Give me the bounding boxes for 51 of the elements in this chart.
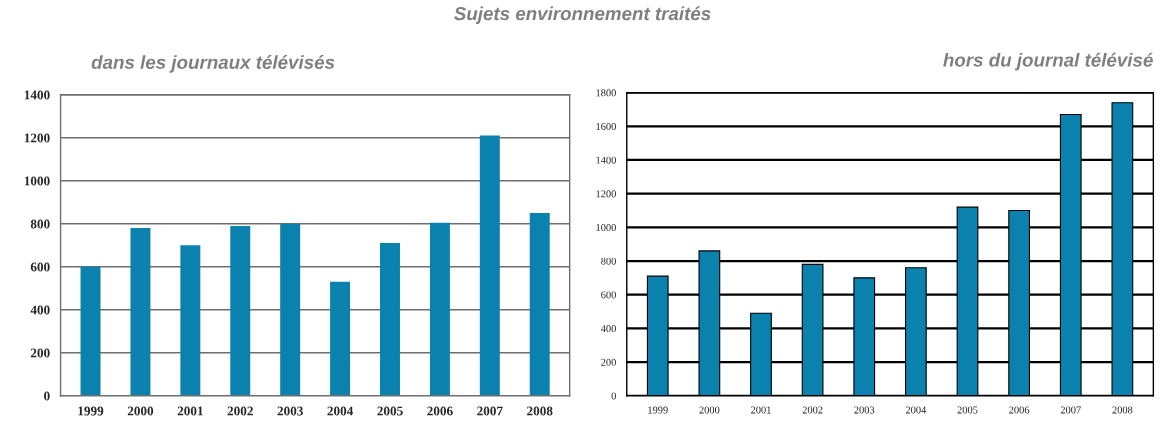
chart-title: Sujets environnement traités — [454, 6, 711, 24]
y-tick-label: 0 — [44, 391, 50, 401]
x-tick-label: 2001 — [177, 406, 203, 416]
chart-subtitle: hors du journal télévisé — [943, 52, 1153, 71]
bar — [80, 266, 101, 396]
bar — [130, 228, 151, 396]
x-tick-label: 2000 — [127, 406, 154, 416]
bar — [529, 212, 550, 396]
y-tick-label: 200 — [601, 358, 616, 366]
y-tick-label: 1800 — [596, 89, 616, 97]
x-tick-label: 2003 — [277, 406, 303, 416]
x-tick-label: 2005 — [957, 406, 978, 414]
y-tick-label: 600 — [30, 262, 50, 272]
x-tick-label: 2006 — [1009, 406, 1030, 414]
bar — [180, 245, 201, 396]
y-tick-label: 1200 — [596, 190, 616, 198]
chart-subtitle: dans les journaux télévisés — [91, 55, 335, 73]
x-tick-label: 2003 — [854, 406, 875, 414]
x-tick-label: 2007 — [1060, 406, 1081, 414]
x-tick-label: 2001 — [751, 406, 771, 414]
bar — [479, 135, 500, 396]
bar — [330, 281, 351, 396]
x-tick-label: 2000 — [699, 406, 720, 414]
y-tick-label: 1400 — [24, 90, 50, 100]
bar — [380, 243, 400, 396]
bar — [280, 223, 301, 396]
x-tick-label: 1999 — [78, 406, 104, 416]
bar — [429, 222, 450, 396]
x-tick-label: 2005 — [377, 406, 403, 416]
y-tick-label: 800 — [30, 219, 50, 229]
y-tick-label: 1600 — [596, 122, 616, 131]
bar — [230, 225, 251, 396]
x-tick-label: 2008 — [1112, 406, 1133, 414]
y-tick-label: 800 — [601, 257, 616, 265]
y-tick-label: 1400 — [596, 156, 616, 164]
x-tick-label: 2004 — [327, 406, 354, 416]
y-tick-label: 0 — [611, 392, 616, 400]
x-tick-label: 2007 — [477, 406, 503, 416]
y-tick-label: 1000 — [24, 176, 50, 186]
y-tick-label: 400 — [600, 325, 616, 333]
x-tick-label: 2002 — [227, 406, 253, 416]
y-tick-label: 1000 — [596, 224, 616, 232]
y-tick-label: 1200 — [24, 133, 50, 143]
x-tick-label: 2006 — [427, 406, 453, 416]
y-tick-label: 200 — [30, 348, 50, 358]
x-tick-label: 2004 — [905, 406, 927, 414]
y-tick-label: 600 — [601, 291, 616, 299]
x-tick-label: 2008 — [527, 406, 553, 416]
x-tick-label: 2002 — [802, 406, 823, 414]
x-tick-label: 1999 — [648, 406, 668, 414]
y-tick-label: 400 — [30, 305, 50, 315]
